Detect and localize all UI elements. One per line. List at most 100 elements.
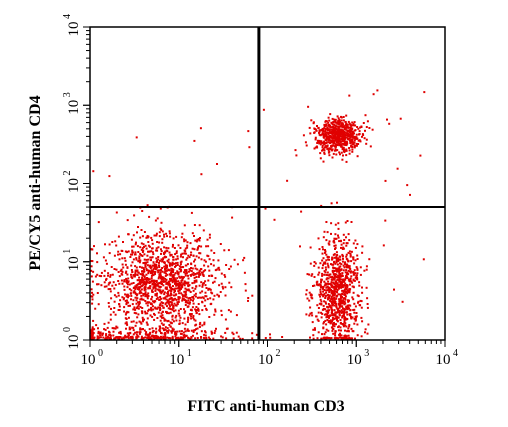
scatter-point xyxy=(175,252,178,254)
scatter-point xyxy=(144,333,147,335)
scatter-point xyxy=(352,258,355,261)
scatter-point xyxy=(343,141,346,144)
scatter-point xyxy=(341,292,344,295)
scatter-point xyxy=(128,326,131,329)
scatter-point xyxy=(312,337,315,340)
scatter-point xyxy=(146,281,149,284)
scatter-point xyxy=(341,314,344,317)
scatter-point xyxy=(201,285,204,288)
scatter-point xyxy=(224,294,227,297)
scatter-point xyxy=(137,271,140,274)
scatter-point xyxy=(193,224,196,226)
scatter-point xyxy=(90,269,93,272)
scatter-point xyxy=(141,274,144,277)
scatter-point xyxy=(330,141,333,144)
scatter-point xyxy=(334,311,337,314)
scatter-point xyxy=(151,315,154,318)
scatter-point xyxy=(325,259,328,262)
scatter-point xyxy=(146,204,149,207)
scatter-point xyxy=(135,241,137,244)
scatter-point xyxy=(99,336,102,339)
scatter-point xyxy=(327,264,330,267)
scatter-point xyxy=(343,317,346,320)
scatter-point xyxy=(335,323,337,326)
scatter-point xyxy=(169,311,172,314)
scatter-point xyxy=(340,283,343,285)
scatter-point xyxy=(325,141,328,144)
scatter-point xyxy=(176,301,179,304)
scatter-point xyxy=(317,311,320,314)
scatter-point xyxy=(201,284,204,286)
scatter-point xyxy=(199,237,201,239)
scatter-point xyxy=(321,149,323,152)
scatter-point xyxy=(339,120,342,123)
scatter-point xyxy=(321,286,324,289)
scatter-point xyxy=(150,236,153,239)
scatter-point xyxy=(318,271,321,274)
scatter-point xyxy=(178,288,181,291)
scatter-point xyxy=(336,144,339,147)
scatter-point xyxy=(186,321,189,323)
scatter-point xyxy=(338,266,341,269)
scatter-point xyxy=(199,321,202,324)
scatter-point xyxy=(160,229,163,231)
scatter-point xyxy=(148,328,151,331)
scatter-point xyxy=(124,250,127,253)
scatter-point xyxy=(338,130,341,132)
scatter-point xyxy=(346,289,349,292)
scatter-point xyxy=(225,327,228,330)
scatter-point xyxy=(182,256,184,259)
scatter-point xyxy=(171,337,174,340)
scatter-point xyxy=(136,316,139,319)
scatter-point xyxy=(341,272,344,275)
scatter-point xyxy=(348,135,351,137)
scatter-point xyxy=(132,245,135,248)
scatter-point xyxy=(235,314,238,317)
scatter-point xyxy=(108,252,111,255)
scatter-point xyxy=(319,288,322,291)
scatter-point xyxy=(365,126,368,128)
scatter-point xyxy=(321,141,323,144)
scatter-point xyxy=(349,271,352,274)
scatter-point xyxy=(399,117,402,120)
scatter-point xyxy=(158,264,160,267)
scatter-point xyxy=(134,269,137,272)
scatter-point xyxy=(320,311,323,314)
scatter-point xyxy=(273,218,276,221)
scatter-point xyxy=(347,269,350,272)
scatter-point xyxy=(168,337,170,339)
scatter-point xyxy=(356,258,359,260)
scatter-point xyxy=(197,256,200,259)
scatter-point xyxy=(364,331,366,334)
scatter-point xyxy=(358,281,361,284)
scatter-point xyxy=(156,260,158,263)
scatter-point xyxy=(161,278,164,281)
scatter-point xyxy=(111,327,114,330)
scatter-point xyxy=(321,144,324,147)
scatter-point xyxy=(150,250,153,253)
scatter-point xyxy=(364,328,367,331)
scatter-point xyxy=(359,266,362,269)
scatter-point xyxy=(122,336,125,339)
scatter-point xyxy=(224,331,227,334)
scatter-point xyxy=(326,271,329,274)
scatter-point xyxy=(124,263,127,266)
scatter-point xyxy=(168,263,171,266)
scatter-point xyxy=(164,319,167,322)
scatter-point xyxy=(171,261,174,264)
scatter-point xyxy=(248,146,251,149)
scatter-point xyxy=(340,243,343,246)
scatter-point xyxy=(177,273,180,276)
scatter-point xyxy=(213,252,216,254)
scatter-point xyxy=(221,285,224,288)
scatter-point xyxy=(113,287,116,290)
scatter-point xyxy=(102,336,105,339)
scatter-point xyxy=(172,307,175,310)
scatter-point xyxy=(197,238,200,240)
scatter-point xyxy=(123,297,125,300)
scatter-point xyxy=(140,335,143,338)
scatter-point xyxy=(196,268,199,271)
scatter-point xyxy=(162,324,165,326)
scatter-point xyxy=(208,316,211,318)
scatter-point xyxy=(339,326,342,329)
